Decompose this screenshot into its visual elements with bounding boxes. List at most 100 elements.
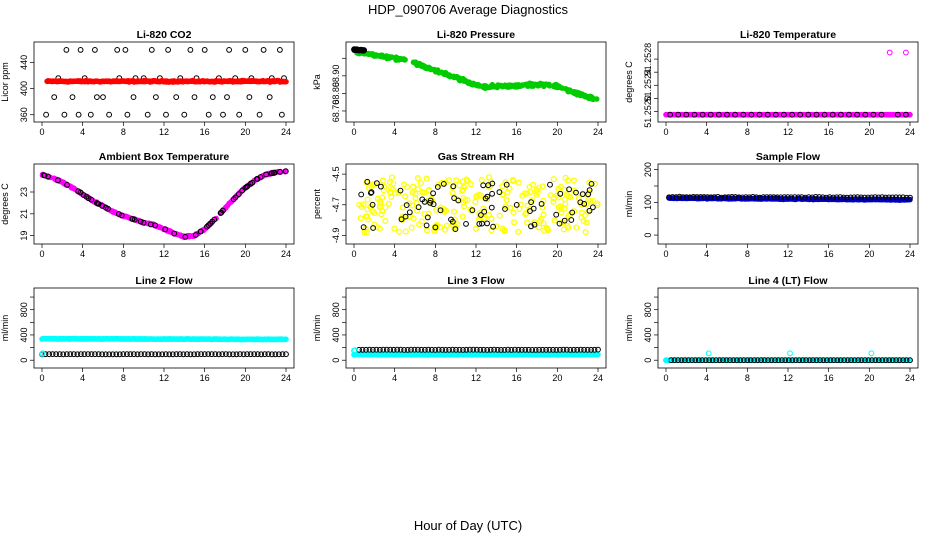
- point: [137, 218, 144, 225]
- plot-frame: [657, 163, 919, 245]
- point: [130, 94, 137, 100]
- point: [378, 211, 385, 218]
- point: [707, 111, 714, 118]
- point: [67, 351, 74, 358]
- point: [824, 357, 830, 364]
- point: [903, 357, 910, 364]
- point: [374, 180, 380, 187]
- point: [256, 111, 263, 118]
- point: [550, 198, 557, 205]
- point: [247, 351, 254, 358]
- point: [511, 219, 518, 226]
- point: [529, 181, 537, 188]
- point: [283, 336, 289, 343]
- point: [528, 199, 534, 206]
- point: [276, 351, 282, 358]
- point: [547, 181, 553, 188]
- point: [875, 357, 882, 364]
- point: [781, 111, 787, 118]
- x-tick-label: 4: [80, 249, 85, 259]
- point: [481, 214, 488, 221]
- point: [535, 224, 543, 231]
- point: [830, 357, 837, 364]
- series-spikes: [663, 350, 875, 364]
- point: [582, 94, 589, 100]
- point: [715, 194, 721, 200]
- point: [412, 194, 419, 202]
- point: [463, 176, 470, 183]
- point: [452, 223, 459, 230]
- point: [680, 194, 686, 201]
- point: [388, 54, 395, 60]
- point: [713, 357, 719, 364]
- point: [590, 197, 597, 205]
- point: [118, 212, 125, 219]
- point: [61, 111, 68, 118]
- point: [220, 111, 226, 118]
- point: [539, 346, 546, 353]
- point: [155, 351, 162, 358]
- point: [799, 357, 806, 364]
- point: [557, 183, 564, 190]
- point: [577, 346, 584, 353]
- panel-press: Li-820 Pressure 0 4 8 12 16 20 24 68.7068.8068.9…: [312, 29, 607, 137]
- y-axis-label: ml/min: [624, 191, 634, 218]
- point: [148, 351, 155, 358]
- point: [106, 111, 112, 118]
- point: [383, 346, 390, 353]
- point: [699, 111, 706, 118]
- y-axis-label: ml/min: [312, 315, 322, 342]
- point: [209, 94, 216, 100]
- data-points: [351, 46, 600, 103]
- point: [806, 357, 813, 364]
- point: [364, 196, 371, 203]
- point: [478, 177, 485, 184]
- point: [378, 183, 384, 190]
- series-ambient: [356, 174, 601, 236]
- point: [162, 351, 169, 358]
- point: [205, 351, 212, 358]
- point: [861, 194, 868, 201]
- point: [444, 71, 451, 78]
- point: [506, 82, 513, 89]
- x-tick-label: 4: [704, 249, 709, 259]
- point: [797, 111, 804, 118]
- point: [469, 207, 476, 214]
- point: [578, 209, 585, 216]
- point: [560, 226, 567, 233]
- point: [411, 346, 418, 353]
- series-cal: [43, 47, 287, 118]
- point: [893, 357, 899, 364]
- point: [451, 195, 458, 202]
- point: [423, 175, 430, 182]
- x-tick-label: 8: [121, 373, 126, 383]
- point: [802, 194, 809, 201]
- point: [381, 183, 388, 190]
- point: [75, 111, 82, 118]
- point: [903, 194, 910, 201]
- point: [94, 94, 100, 100]
- point: [409, 202, 416, 209]
- point: [263, 171, 270, 178]
- point: [585, 191, 591, 198]
- y-axis-label: Licor ppm: [0, 62, 10, 102]
- point: [886, 357, 893, 364]
- point: [486, 174, 493, 181]
- point: [209, 218, 216, 225]
- point: [580, 218, 587, 225]
- point: [489, 180, 496, 187]
- point: [779, 357, 785, 364]
- x-tick-label: 0: [663, 373, 668, 383]
- point: [716, 111, 722, 118]
- point: [502, 203, 509, 210]
- point: [896, 357, 903, 364]
- point: [249, 179, 256, 186]
- point: [522, 346, 529, 353]
- point: [697, 194, 704, 200]
- point: [191, 94, 198, 100]
- point: [556, 84, 563, 90]
- point: [827, 357, 834, 364]
- point: [488, 215, 495, 222]
- point: [162, 226, 169, 233]
- series-start: [39, 350, 46, 357]
